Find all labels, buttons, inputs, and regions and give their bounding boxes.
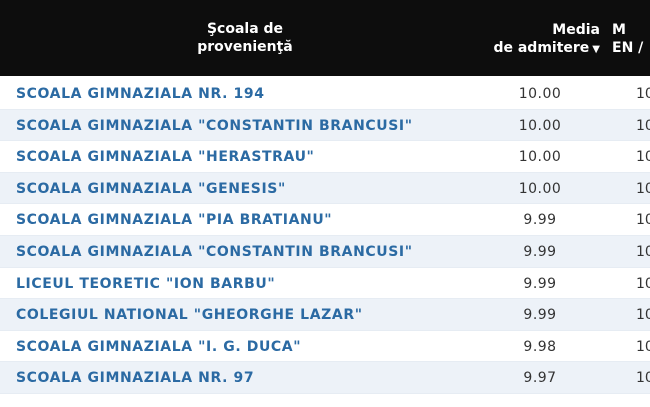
admission-average: 9.98	[523, 338, 557, 355]
table-row: SCOALA GIMNAZIALA "PIA BRATIANU" 9.99 10	[0, 204, 650, 236]
next-column-value: 10	[636, 86, 650, 102]
column-header-school[interactable]: Şcoala de provenienţă	[130, 20, 360, 56]
table-row: SCOALA GIMNAZIALA NR. 97 9.97 10	[0, 362, 650, 394]
school-link[interactable]: COLEGIUL NATIONAL "GHEORGHE LAZAR"	[16, 307, 363, 324]
next-column-value: 10	[636, 370, 650, 387]
column-header-school-line1: Şcoala de	[206, 21, 284, 37]
admission-average: 10.00	[518, 86, 562, 102]
admission-average: 9.99	[523, 212, 557, 229]
school-link[interactable]: SCOALA GIMNAZIALA "HERASTRAU"	[16, 149, 315, 166]
admission-average: 10.00	[518, 149, 562, 166]
next-column-value: 10	[636, 307, 650, 324]
table-row: SCOALA GIMNAZIALA "GENESIS" 10.00 10	[0, 172, 650, 205]
column-header-media-line1: Media	[552, 22, 600, 38]
table-row: SCOALA GIMNAZIALA NR. 194 10.00 10	[0, 78, 650, 110]
admission-average: 9.97	[523, 370, 557, 387]
next-row-cutoff	[0, 396, 650, 407]
next-column-value: 10	[636, 275, 650, 292]
table-body: SCOALA GIMNAZIALA NR. 194 10.00 10 SCOAL…	[0, 78, 650, 394]
table-row: LICEUL TEORETIC "ION BARBU" 9.99 10	[0, 267, 650, 300]
admission-average: 9.99	[523, 275, 557, 292]
next-column-value: 10	[636, 149, 650, 166]
table-row: COLEGIUL NATIONAL "GHEORGHE LAZAR" 9.99 …	[0, 299, 650, 331]
school-link[interactable]: SCOALA GIMNAZIALA "I. G. DUCA"	[16, 338, 302, 355]
table-header: Şcoala de provenienţă Media de admitere ▼…	[0, 0, 650, 76]
next-column-value: 10	[636, 243, 650, 260]
next-column-value: 10	[636, 338, 650, 355]
column-header-next[interactable]: M EN /	[612, 21, 650, 57]
table-row: SCOALA GIMNAZIALA "HERASTRAU" 10.00 10	[0, 141, 650, 173]
table-row: SCOALA GIMNAZIALA "I. G. DUCA" 9.98 10	[0, 330, 650, 363]
column-header-next-line2: EN /	[612, 40, 644, 56]
school-link[interactable]: SCOALA GIMNAZIALA NR. 194	[16, 86, 265, 102]
admission-average: 10.00	[518, 117, 562, 134]
column-header-media-line2: de admitere	[493, 40, 590, 56]
school-link[interactable]: SCOALA GIMNAZIALA "CONSTANTIN BRANCUSI"	[16, 243, 413, 260]
school-link[interactable]: SCOALA GIMNAZIALA "CONSTANTIN BRANCUSI"	[16, 117, 413, 134]
school-link[interactable]: SCOALA GIMNAZIALA NR. 97	[16, 370, 255, 387]
admission-average: 9.99	[523, 307, 557, 324]
table-row: SCOALA GIMNAZIALA "CONSTANTIN BRANCUSI" …	[0, 235, 650, 268]
column-header-media[interactable]: Media de admitere ▼	[470, 21, 610, 59]
column-header-next-line1: M	[612, 22, 626, 38]
column-header-school-line2: provenienţă	[197, 39, 293, 55]
school-link[interactable]: SCOALA GIMNAZIALA "PIA BRATIANU"	[16, 212, 333, 229]
next-column-value: 10	[636, 117, 650, 134]
school-link[interactable]: LICEUL TEORETIC "ION BARBU"	[16, 275, 276, 292]
school-link[interactable]: SCOALA GIMNAZIALA "GENESIS"	[16, 180, 286, 197]
next-column-value: 10	[636, 180, 650, 197]
sort-desc-icon[interactable]: ▼	[592, 44, 600, 55]
next-column-value: 10	[636, 212, 650, 229]
table-row: SCOALA GIMNAZIALA "CONSTANTIN BRANCUSI" …	[0, 109, 650, 142]
admission-average: 10.00	[518, 180, 562, 197]
admission-average: 9.99	[523, 243, 557, 260]
